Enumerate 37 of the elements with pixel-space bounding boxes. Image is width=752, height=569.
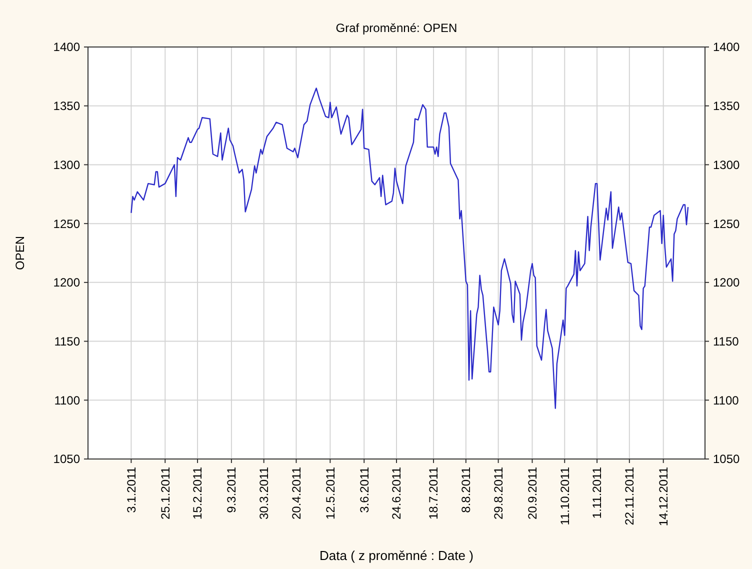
x-tick-label: 30.3.2011 [257,466,272,520]
y-tick-label: 1300 [53,158,80,172]
y-tick-label: 1050 [53,452,80,466]
y-tick-label: 1350 [53,99,80,114]
x-tick-label: 18.7.2011 [426,466,441,520]
x-tick-label: 1.11.2011 [590,466,604,519]
x-tick-label: 15.2.2011 [190,466,205,520]
x-tick-label: 12.5.2011 [323,466,338,520]
y2-tick-label: 1400 [713,40,740,54]
x-tick-label: 8.8.2011 [459,466,474,513]
y-tick-label: 1150 [54,334,80,348]
x-tick-label: 25.1.2011 [158,466,172,520]
y-tick-label: 1400 [53,40,80,54]
x-tick-label: 20.4.2011 [289,466,304,520]
x-tick-label: 3.6.2011 [357,466,372,513]
x-tick-label: 24.6.2011 [390,466,404,520]
x-tick-label: 9.3.2011 [224,466,239,513]
x-tick-label: 3.1.2011 [124,466,138,513]
x-axis-title: Data ( z proměnné : Date ) [320,548,474,563]
line-series [130,88,689,409]
y2-tick-label: 1050 [713,452,740,466]
x-tick-label: 29.8.2011 [492,466,506,520]
y2-tick-label: 1100 [713,393,740,408]
y-axis-title: OPEN [13,236,27,270]
y-tick-label: 1200 [53,276,80,290]
y2-tick-label: 1350 [713,99,740,114]
x-tick-label: 22.11.2011 [622,466,637,526]
x-tick-label: 20.9.2011 [525,466,540,520]
y2-tick-label: 1300 [713,158,740,172]
y2-tick-label: 1150 [713,334,740,348]
chart-title: Graf proměnné: OPEN [336,21,458,35]
x-tick-label: 14.12.2011 [656,466,671,526]
y2-tick-label: 1250 [713,216,740,231]
x-tick-label: 11.10.2011 [558,466,572,526]
y-tick-label: 1100 [54,393,80,408]
y-tick-label: 1250 [53,216,80,231]
y2-tick-label: 1200 [713,276,740,290]
